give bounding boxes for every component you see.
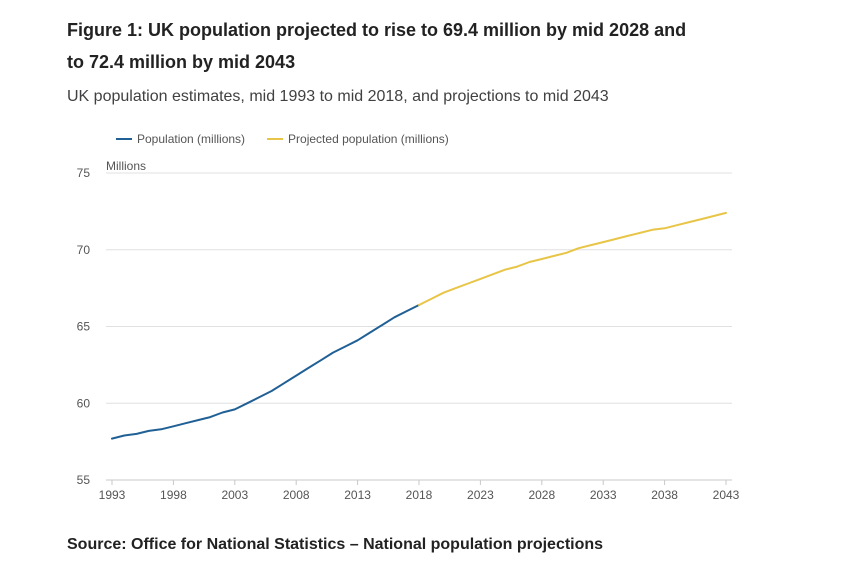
x-tick-label: 2043 bbox=[713, 488, 740, 502]
series-lines bbox=[111, 211, 727, 440]
y-tick-label: 55 bbox=[77, 473, 91, 487]
legend-item-population[interactable]: Population (millions) bbox=[116, 132, 245, 146]
legend-swatch-population bbox=[116, 138, 132, 140]
y-tick-label: 75 bbox=[77, 166, 91, 180]
x-tick-label: 1998 bbox=[160, 488, 187, 502]
x-tick-label: 2038 bbox=[651, 488, 678, 502]
legend: Population (millions) Projected populati… bbox=[116, 132, 471, 146]
x-tick-label: 2013 bbox=[344, 488, 371, 502]
chart-subtitle: UK population estimates, mid 1993 to mid… bbox=[67, 88, 609, 105]
y-tick-label: 60 bbox=[77, 396, 91, 410]
series-line-population[interactable] bbox=[111, 304, 420, 440]
x-tick-label: 2028 bbox=[528, 488, 555, 502]
x-tick-label: 2018 bbox=[406, 488, 433, 502]
gridlines bbox=[106, 172, 732, 404]
x-tick-label: 2033 bbox=[590, 488, 617, 502]
y-tick-label: 70 bbox=[77, 243, 91, 257]
x-tick-label: 2023 bbox=[467, 488, 494, 502]
axes: 55 60 65 70 75 1993 1998 2003 2008 2013 2018 2023 20… bbox=[77, 166, 740, 502]
x-tick-label: 2003 bbox=[221, 488, 248, 502]
y-axis-title: Millions bbox=[106, 159, 146, 173]
chart-title: Figure 1: UK population projected to ris… bbox=[67, 20, 687, 72]
legend-swatch-projected bbox=[267, 138, 284, 140]
legend-item-projected[interactable]: Projected population (millions) bbox=[267, 132, 449, 146]
x-tick-label: 2008 bbox=[283, 488, 310, 502]
series-line-projected[interactable] bbox=[418, 211, 727, 306]
y-tick-label: 65 bbox=[77, 320, 91, 334]
line-chart: 55 60 65 70 75 1993 1998 2003 2008 2013 2018 2023 20… bbox=[77, 159, 740, 502]
source-note: Source: Office for National Statistics –… bbox=[67, 536, 604, 553]
x-tick-label: 1993 bbox=[99, 488, 126, 502]
legend-label-projected: Projected population (millions) bbox=[288, 132, 449, 146]
legend-label-population: Population (millions) bbox=[137, 132, 246, 146]
